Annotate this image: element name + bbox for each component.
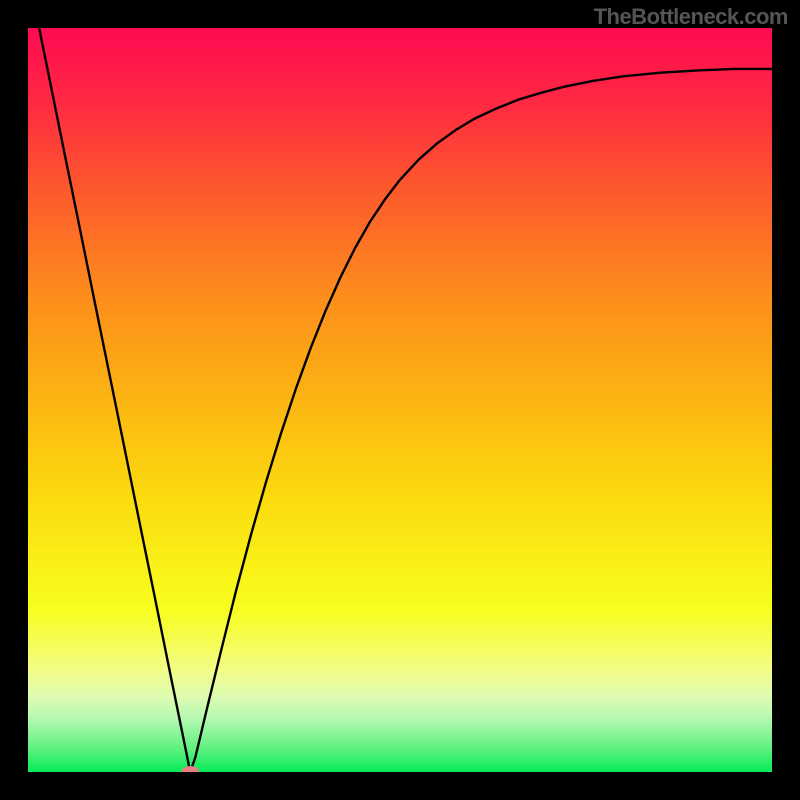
watermark-text: TheBottleneck.com xyxy=(594,4,788,30)
chart-container: TheBottleneck.com xyxy=(0,0,800,800)
gradient-background xyxy=(28,28,772,772)
plot-area xyxy=(28,28,772,772)
